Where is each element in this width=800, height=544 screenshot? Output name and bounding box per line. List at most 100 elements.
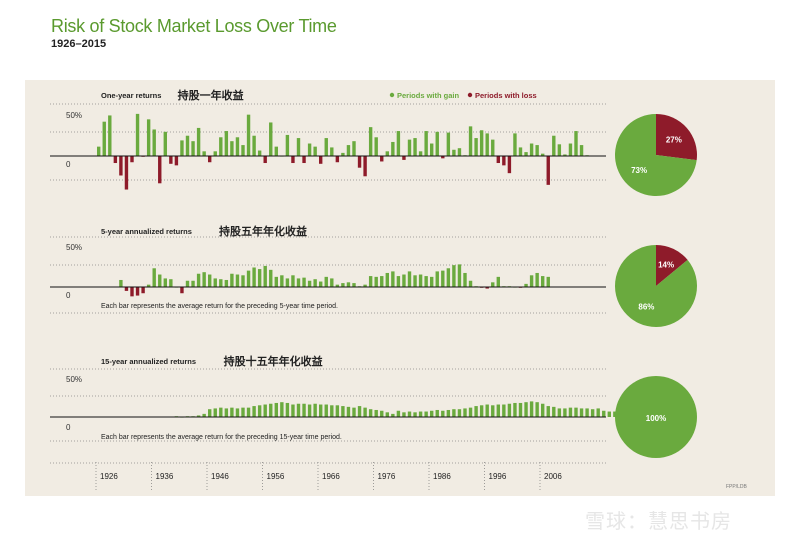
bar: [602, 410, 606, 417]
bar: [208, 156, 212, 163]
bar: [529, 143, 534, 156]
bar: [391, 141, 395, 156]
bar: [524, 283, 528, 287]
bar: [285, 134, 290, 156]
bar: [529, 401, 534, 417]
legend-loss-label: Periods with loss: [475, 91, 537, 100]
bar: [479, 405, 484, 417]
bar: [441, 410, 445, 417]
panel-title-cn: 持股一年收益: [178, 88, 244, 102]
bar: [446, 409, 451, 417]
pie-label: 100%: [646, 414, 666, 423]
bar: [446, 268, 451, 287]
bar: [396, 410, 401, 417]
panel-title: 5-year annualized returns: [101, 227, 192, 236]
bar: [291, 404, 295, 417]
bar: [407, 271, 412, 287]
panel-title: 15-year annualized returns: [101, 357, 196, 366]
bar: [330, 405, 334, 417]
bar: [368, 127, 373, 156]
bar: [285, 402, 290, 417]
bar: [452, 149, 456, 156]
bar: [491, 405, 495, 417]
bar: [552, 406, 556, 417]
bar: [485, 404, 489, 417]
bar: [296, 278, 301, 287]
bar: [119, 279, 123, 287]
bar: [269, 269, 273, 287]
bar: [280, 402, 284, 417]
bar: [352, 407, 356, 417]
bar: [557, 144, 562, 156]
bar: [385, 412, 389, 417]
bar: [541, 276, 545, 287]
bar: [513, 133, 517, 156]
bar: [158, 156, 162, 184]
bar: [263, 265, 267, 287]
bar: [518, 402, 523, 417]
bar: [324, 138, 328, 156]
bar: [463, 272, 467, 287]
bar: [507, 156, 512, 174]
bar: [163, 131, 167, 156]
bar: [485, 287, 489, 289]
bar: [291, 156, 295, 164]
bar: [324, 404, 328, 417]
x-tick-label: 1996: [489, 472, 507, 481]
bar: [396, 276, 401, 287]
bar: [241, 275, 245, 287]
bar: [319, 156, 323, 164]
bar: [380, 156, 384, 162]
bar: [385, 151, 389, 156]
bar: [341, 152, 345, 156]
legend-gain-label: Periods with gain: [397, 91, 460, 100]
bar: [252, 406, 256, 417]
bar: [574, 131, 578, 156]
bar: [574, 407, 578, 417]
bar: [285, 278, 290, 287]
bar: [430, 143, 434, 156]
bar: [330, 147, 334, 156]
bar: [407, 411, 412, 417]
bar: [196, 273, 201, 287]
bar: [357, 406, 362, 417]
panel-note: Each bar represents the average return f…: [101, 303, 338, 310]
bar: [185, 280, 190, 287]
bar: [424, 411, 428, 417]
bar: [557, 408, 562, 417]
bar: [385, 272, 389, 287]
bar: [585, 408, 589, 417]
bar: [252, 267, 256, 287]
bar: [307, 143, 312, 156]
bar: [491, 139, 495, 156]
bar: [507, 403, 512, 417]
legend-gain-marker: [389, 92, 395, 98]
bar: [296, 403, 301, 417]
bar: [579, 145, 584, 156]
y-tick-label: 50%: [66, 243, 82, 252]
bar: [313, 146, 317, 156]
bar: [307, 280, 312, 287]
bar: [374, 137, 378, 156]
bar: [535, 402, 539, 417]
bar: [380, 276, 384, 287]
bar: [213, 408, 217, 417]
bar: [235, 137, 240, 156]
bar: [230, 141, 234, 156]
bar: [335, 156, 340, 163]
bar: [241, 407, 245, 417]
bar: [402, 412, 406, 417]
bar: [380, 410, 384, 417]
footer-code: FPP/LDB: [726, 484, 747, 490]
bar: [546, 156, 550, 185]
bar: [596, 408, 600, 417]
bar: [252, 135, 256, 156]
bar: [246, 407, 251, 417]
bar: [213, 278, 217, 287]
bar: [219, 137, 223, 156]
bar: [269, 403, 273, 417]
bar: [457, 409, 462, 417]
bar: [257, 150, 262, 156]
bar: [191, 280, 195, 287]
